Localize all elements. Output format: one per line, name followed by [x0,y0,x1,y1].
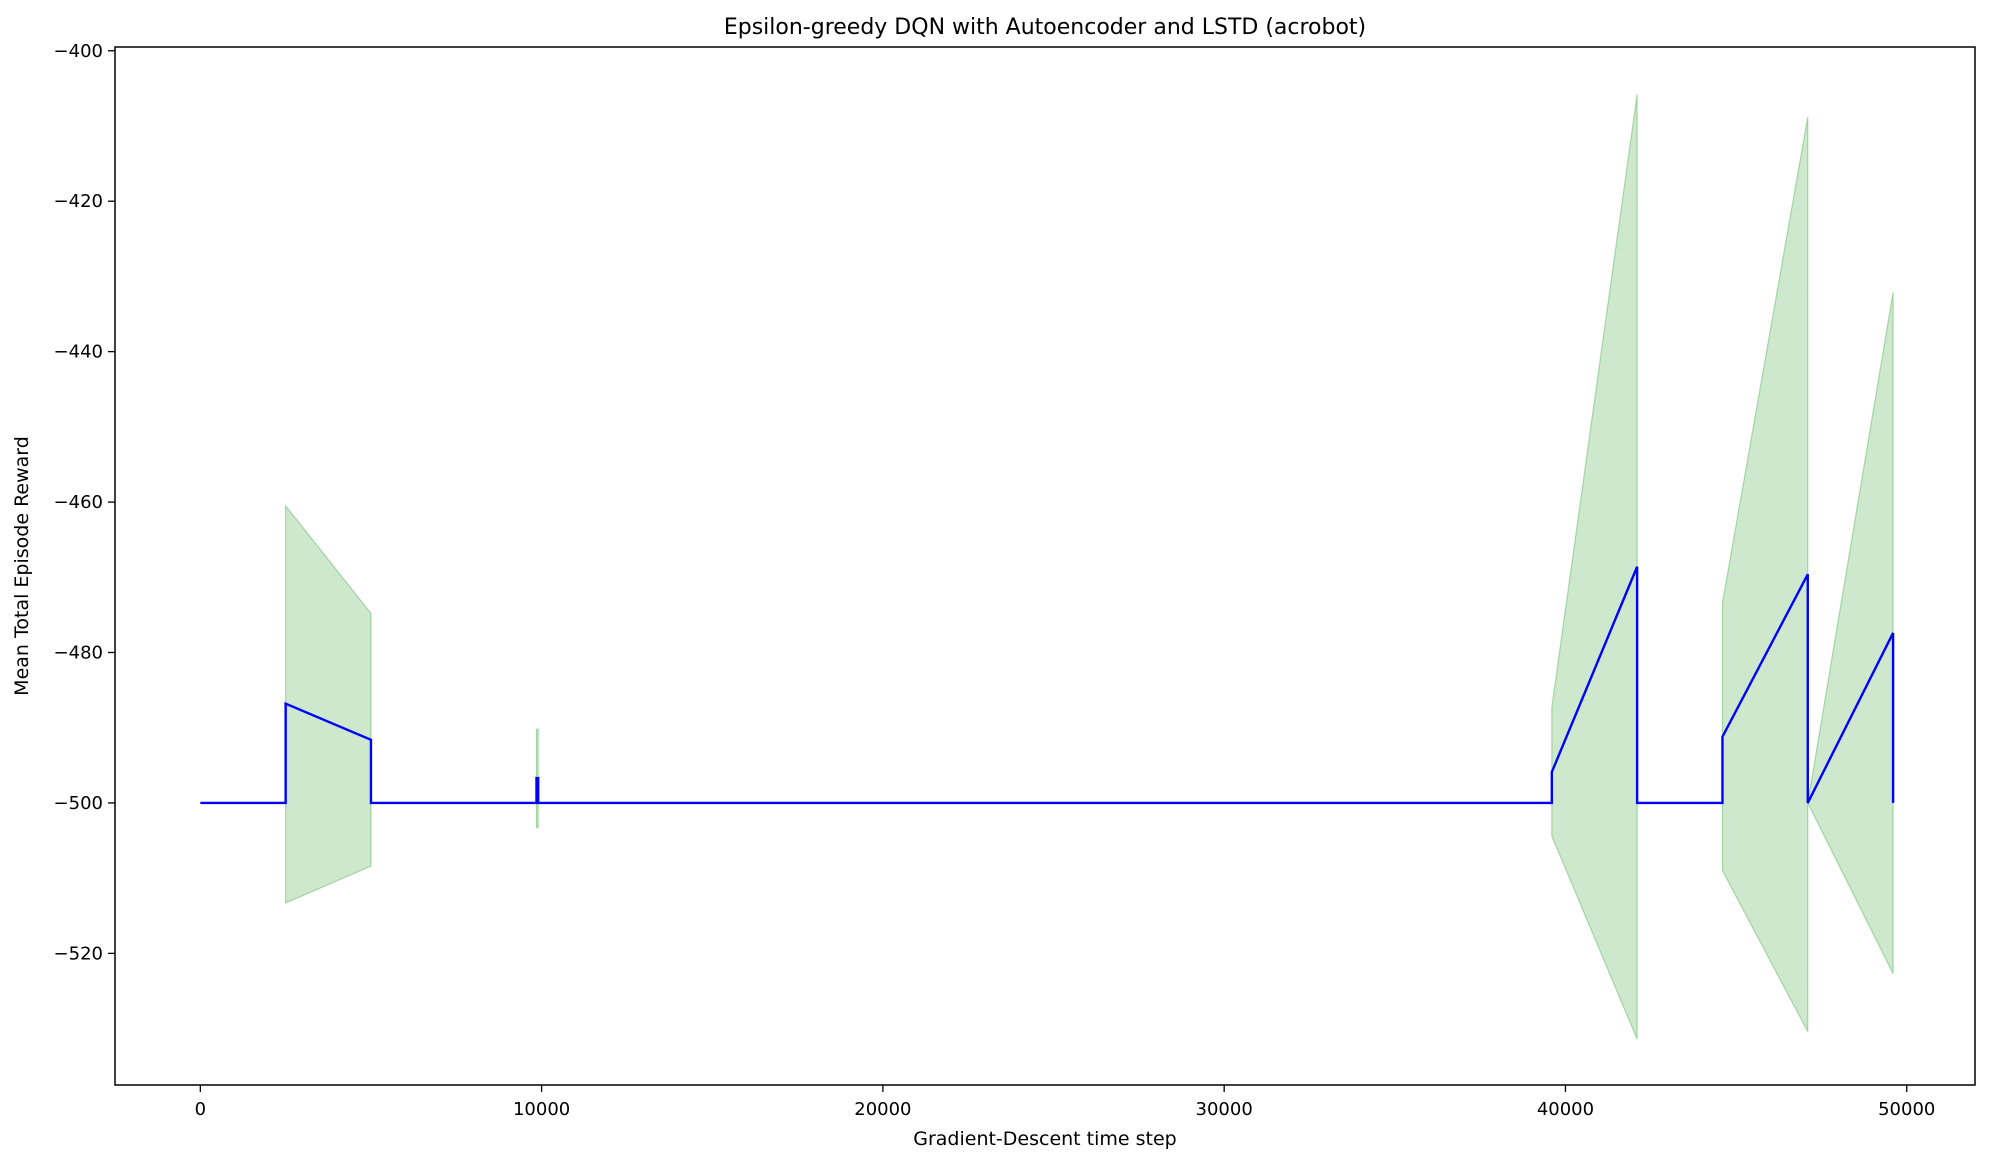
chart-title: Epsilon-greedy DQN with Autoencoder and … [724,15,1366,40]
x-tick-label: 10000 [513,1099,570,1120]
x-tick-label: 0 [195,1099,206,1120]
x-axis-ticks: 0 10000 20000 30000 40000 50000 [195,1085,1935,1120]
y-tick-label: −420 [54,191,103,212]
y-axis-ticks: −520 −500 −480 −460 −440 −420 −400 [54,41,115,964]
y-tick-label: −520 [54,943,103,964]
y-tick-label: −460 [54,492,103,513]
y-tick-label: −440 [54,342,103,363]
x-axis-label: Gradient-Descent time step [913,1128,1177,1150]
mean-series [200,566,1895,805]
x-tick-label: 40000 [1537,1099,1594,1120]
confidence-bands [285,94,1894,1040]
plot-frame [114,46,1976,1086]
y-axis-label: Mean Total Episode Reward [11,436,33,696]
x-tick-label: 50000 [1878,1099,1935,1120]
y-tick-label: −400 [54,41,103,62]
y-tick-label: −500 [54,793,103,814]
y-tick-label: −480 [54,643,103,664]
x-tick-label: 30000 [1196,1099,1253,1120]
mean-reward-line [200,566,1895,805]
x-tick-label: 20000 [854,1099,911,1120]
